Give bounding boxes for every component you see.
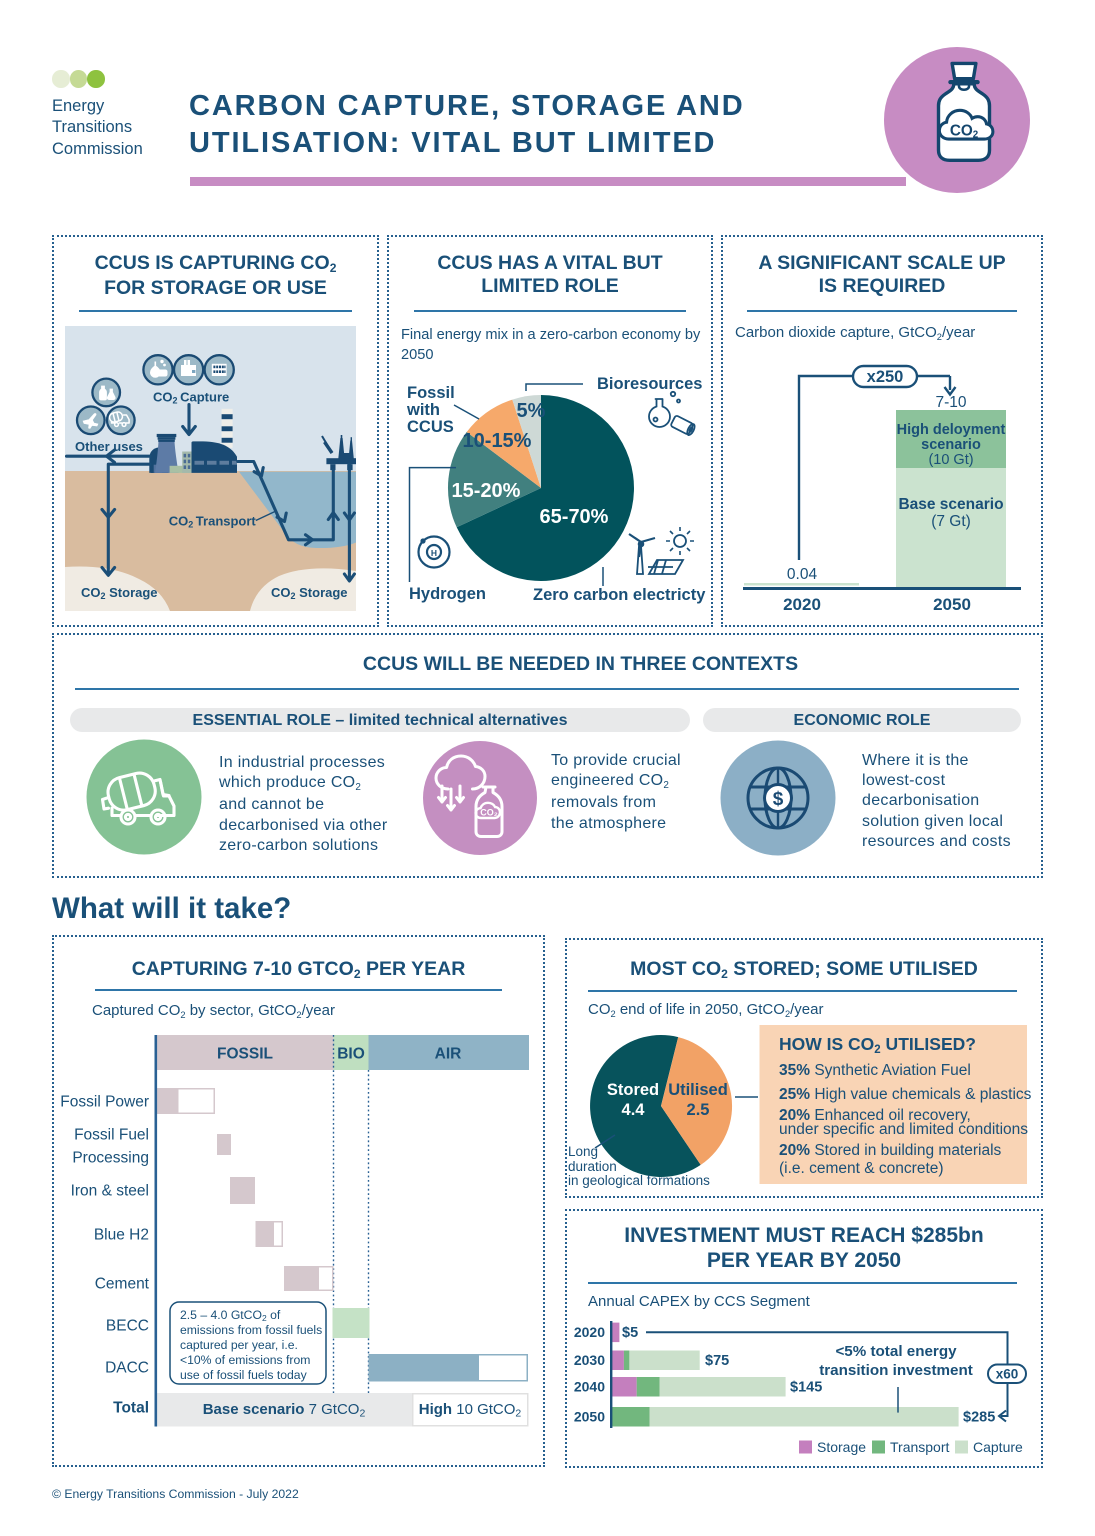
svg-text:2020: 2020 (574, 1324, 605, 1340)
svg-text:emissions from fossil fuels: emissions from fossil fuels (180, 1323, 322, 1337)
svg-text:Fossil: Fossil (407, 384, 455, 402)
svg-text:0.04: 0.04 (787, 566, 818, 583)
svg-text:2.5: 2.5 (687, 1101, 710, 1119)
svg-text:4.4: 4.4 (622, 1101, 646, 1119)
svg-text:CO₂: CO₂ (480, 808, 498, 818)
svg-text:$285: $285 (963, 1410, 995, 1426)
svg-text:Zero carbon electricty: Zero carbon electricty (533, 586, 706, 604)
svg-text:2050: 2050 (933, 595, 971, 614)
svg-text:CO2 Storage: CO2 Storage (271, 585, 348, 601)
svg-text:CCUS: CCUS (407, 418, 454, 436)
svg-text:transition investment: transition investment (819, 1362, 973, 1379)
svg-text:(10 Gt): (10 Gt) (928, 452, 973, 468)
svg-text:20% Stored in building materia: 20% Stored in building materials (779, 1142, 1002, 1159)
svg-text:Transport: Transport (890, 1439, 950, 1455)
svg-text:x60: x60 (996, 1367, 1019, 1382)
svg-text:$: $ (773, 789, 784, 810)
svg-text:2020: 2020 (783, 595, 821, 614)
svg-text:35% Synthetic Aviation Fuel: 35% Synthetic Aviation Fuel (779, 1062, 971, 1079)
svg-text:use of fossil fuels today: use of fossil fuels today (180, 1368, 308, 1382)
svg-text:CO2 Transport: CO2 Transport (169, 513, 257, 529)
svg-text:Total: Total (113, 1400, 149, 1417)
svg-text:2.5 – 4.0 GtCO2 of: 2.5 – 4.0 GtCO2 of (180, 1308, 281, 1323)
svg-text:under specific and limited con: under specific and limited conditions (779, 1121, 1028, 1138)
svg-text:(7 Gt): (7 Gt) (931, 513, 971, 530)
svg-text:$145: $145 (790, 1380, 822, 1396)
svg-text:Storage: Storage (817, 1439, 866, 1455)
svg-text:Fossil Power: Fossil Power (60, 1094, 149, 1111)
svg-text:Cement: Cement (95, 1276, 150, 1293)
svg-text:x250: x250 (867, 368, 904, 386)
svg-text:CO2 Storage: CO2 Storage (81, 585, 158, 601)
svg-text:CO2: CO2 (950, 123, 979, 141)
svg-text:High deloyment: High deloyment (897, 422, 1006, 438)
svg-text:HOW IS CO2 UTILISED?: HOW IS CO2 UTILISED? (779, 1034, 976, 1056)
svg-text:Base scenario: Base scenario (898, 496, 1003, 513)
svg-text:$5: $5 (622, 1325, 638, 1341)
svg-text:scenario: scenario (921, 437, 981, 453)
svg-text:Bioresources: Bioresources (597, 375, 702, 393)
svg-text:High 10 GtCO2: High 10 GtCO2 (419, 1401, 522, 1420)
svg-text:BIO: BIO (337, 1046, 365, 1063)
svg-text:Long: Long (568, 1144, 598, 1159)
svg-text:Utilised: Utilised (668, 1081, 728, 1099)
svg-text:Blue H2: Blue H2 (94, 1227, 149, 1244)
svg-text:20% Enhanced oil recovery,: 20% Enhanced oil recovery, (779, 1107, 971, 1124)
svg-text:2050: 2050 (574, 1409, 605, 1425)
svg-text:BECC: BECC (106, 1318, 149, 1335)
svg-text:Fossil Fuel: Fossil Fuel (74, 1127, 149, 1144)
svg-text:25% High value chemicals & pla: 25% High value chemicals & plastics (779, 1086, 1032, 1103)
svg-text:7-10: 7-10 (935, 394, 966, 411)
svg-text:FOSSIL: FOSSIL (217, 1046, 273, 1063)
svg-text:CO2 Capture: CO2 Capture (153, 390, 229, 406)
svg-text:<10% of emissions from: <10% of emissions from (180, 1353, 310, 1367)
svg-text:Hydrogen: Hydrogen (409, 585, 486, 603)
svg-text:duration: duration (568, 1159, 617, 1174)
svg-text:captured per year, i.e.: captured per year, i.e. (180, 1338, 298, 1352)
svg-text:2040: 2040 (574, 1379, 605, 1395)
svg-text:AIR: AIR (435, 1046, 462, 1063)
svg-text:5%: 5% (517, 400, 546, 422)
svg-text:Stored: Stored (607, 1081, 659, 1099)
svg-text:(i.e. cement & concrete): (i.e. cement & concrete) (779, 1160, 944, 1177)
svg-text:H: H (431, 548, 437, 558)
svg-text:with: with (406, 401, 440, 419)
svg-text:Other uses: Other uses (75, 439, 143, 454)
svg-text:$75: $75 (705, 1353, 729, 1369)
svg-text:Processing: Processing (72, 1150, 149, 1167)
svg-text:Base scenario 7 GtCO2: Base scenario 7 GtCO2 (203, 1401, 366, 1420)
svg-text:in geological formations: in geological formations (568, 1173, 710, 1188)
svg-text:Capture: Capture (973, 1439, 1023, 1455)
svg-text:DACC: DACC (105, 1360, 149, 1377)
svg-text:2030: 2030 (574, 1352, 605, 1368)
svg-text:10-15%: 10-15% (463, 430, 532, 452)
svg-text:Iron & steel: Iron & steel (71, 1183, 149, 1200)
svg-text:65-70%: 65-70% (540, 506, 609, 528)
svg-text:15-20%: 15-20% (452, 480, 521, 502)
svg-text:<5% total energy: <5% total energy (835, 1343, 957, 1360)
